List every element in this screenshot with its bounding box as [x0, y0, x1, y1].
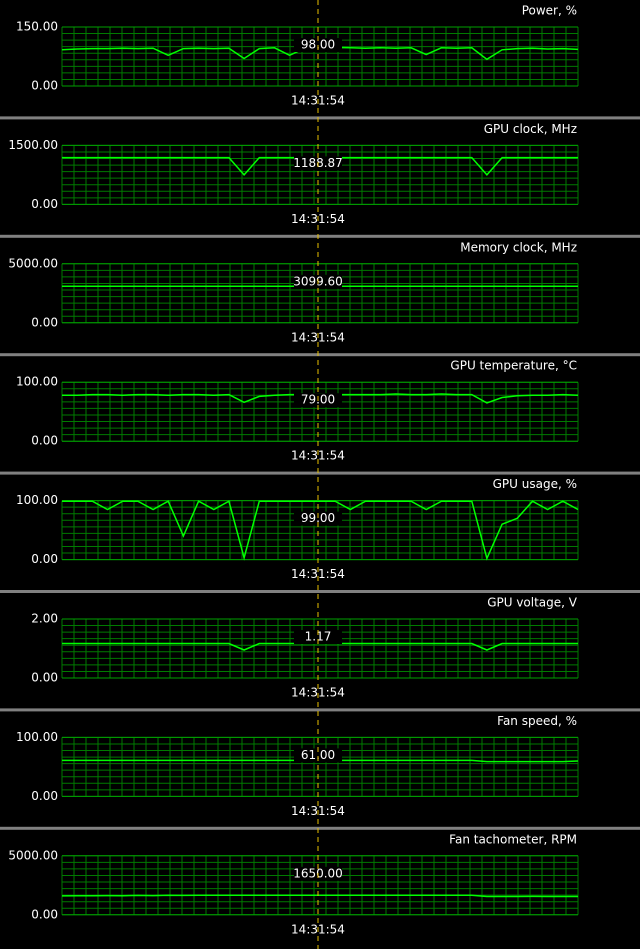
cursor-time: 14:31:54 — [291, 449, 345, 463]
y-tick-label: 100.00 — [16, 375, 58, 389]
panel-separator — [0, 471, 640, 475]
panel-title: Power, % — [522, 4, 577, 18]
cursor-value: 61.00 — [301, 748, 335, 762]
cursor-time: 14:31:54 — [291, 686, 345, 700]
panel-title: GPU temperature, °C — [450, 359, 577, 373]
cursor-label-bg — [294, 511, 342, 526]
y-tick-label: 0.00 — [31, 789, 58, 803]
panel-separator — [0, 353, 640, 357]
y-tick-label: 2.00 — [31, 612, 58, 626]
panel-title: Memory clock, MHz — [460, 240, 577, 254]
panel-title: GPU clock, MHz — [484, 122, 577, 136]
panel-separator — [0, 590, 640, 593]
cursor-value: 99.00 — [301, 511, 335, 525]
cursor-value: 98.00 — [301, 38, 335, 52]
panel-title: Fan tachometer, RPM — [449, 832, 577, 846]
cursor-value: 1.17 — [305, 630, 332, 644]
y-tick-label: 5000.00 — [8, 256, 58, 270]
panel-title: Fan speed, % — [497, 714, 577, 728]
y-tick-label: 0.00 — [31, 434, 58, 448]
y-tick-label: 150.00 — [16, 20, 58, 34]
cursor-label-bg — [294, 748, 342, 763]
panel-title: GPU voltage, V — [487, 596, 578, 610]
y-tick-label: 5000.00 — [8, 848, 58, 862]
cursor-time: 14:31:54 — [291, 567, 345, 581]
y-tick-label: 100.00 — [16, 730, 58, 744]
panel-separator — [0, 708, 640, 712]
panel-separator — [0, 116, 640, 120]
panel-separator — [0, 826, 640, 830]
cursor-label-bg — [294, 630, 342, 644]
y-tick-label: 0.00 — [31, 907, 58, 921]
y-tick-label: 1500.00 — [8, 138, 58, 152]
y-tick-label: 0.00 — [31, 552, 58, 566]
panel-separator — [0, 234, 640, 238]
y-tick-label: 0.00 — [31, 671, 58, 685]
y-tick-label: 0.00 — [31, 79, 58, 93]
data-line — [62, 500, 579, 561]
data-line — [62, 642, 578, 651]
y-tick-label: 100.00 — [16, 493, 58, 507]
y-tick-label: 0.00 — [31, 315, 58, 329]
panel-title: GPU usage, % — [493, 477, 577, 491]
data-line — [61, 894, 578, 898]
y-tick-label: 0.00 — [31, 197, 58, 211]
